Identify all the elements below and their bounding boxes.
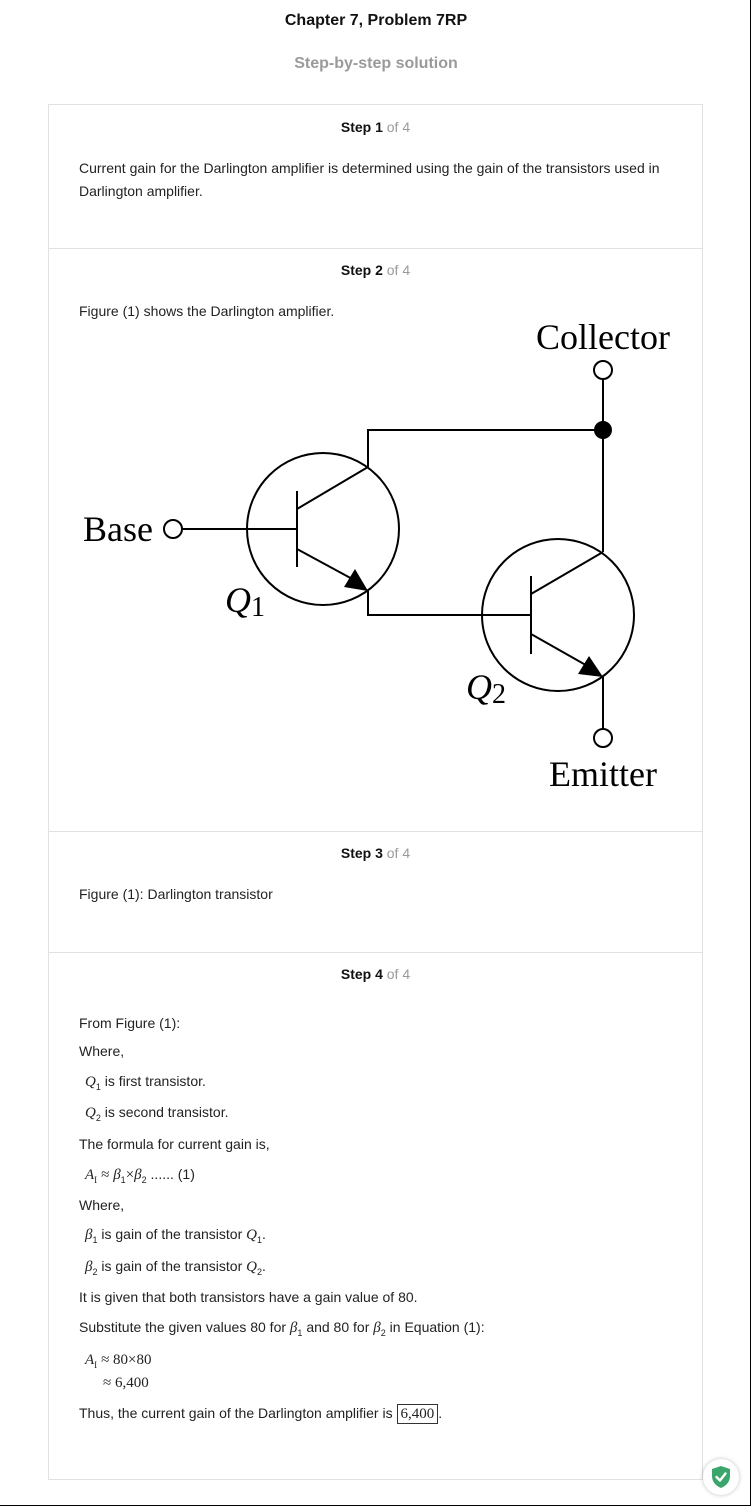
q1-emitter-arrow (344, 569, 368, 591)
step-1-text: Current gain for the Darlington amplifie… (79, 160, 660, 199)
step-3-label: Step 3 (340, 845, 383, 861)
step-3: Step 3 of 4 Figure (1): Darlington trans… (49, 831, 702, 953)
step-1-header: Step 1 of 4 (49, 119, 702, 135)
q1-definition: Q1 is first transistor. (85, 1073, 206, 1092)
shield-check-icon (712, 1466, 730, 1488)
step-4: Step 4 of 4 From Figure (1): Where, Q1 i… (49, 952, 702, 1479)
beta1-definition: β1 is gain of the transistor Q1. (85, 1226, 266, 1245)
step-3-of: of 4 (386, 845, 411, 861)
emitter-label: Emitter (549, 754, 657, 794)
step-1: Step 1 of 4 Current gain for the Darling… (49, 105, 702, 249)
beta2-definition: β2 is gain of the transistor Q2. (85, 1258, 266, 1277)
emitter-terminal (593, 728, 613, 748)
step-2-label: Step 2 (340, 262, 383, 278)
base-terminal (163, 519, 183, 539)
step-4-label: Step 4 (340, 966, 383, 982)
q2-letter: Q (466, 667, 492, 707)
from-figure-text: From Figure (1): (79, 1015, 181, 1031)
q1-label: Q1 (225, 580, 265, 623)
step-4-of: of 4 (386, 966, 411, 982)
conclusion-text: Thus, the current gain of the Darlington… (79, 1404, 443, 1424)
q2-label: Q2 (466, 667, 506, 710)
substitute-text: Substitute the given values 80 for β1 an… (79, 1319, 485, 1338)
step-2: Step 2 of 4 Figure (1) shows the Darling… (49, 248, 702, 832)
step-3-header: Step 3 of 4 (49, 845, 702, 861)
collector-label: Collector (536, 317, 670, 357)
where-text-2: Where, (79, 1197, 125, 1213)
q1-subscript: 1 (251, 592, 265, 623)
step-3-text: Figure (1): Darlington transistor (79, 886, 273, 902)
answer-box: 6,400 (396, 1404, 439, 1424)
calc-line-1: AI ≈ 80×80 (85, 1352, 152, 1370)
formula-intro: The formula for current gain is, (79, 1136, 270, 1152)
step-1-label: Step 1 (340, 119, 383, 135)
current-gain-equation: AI ≈ β1×β2 ...... (1) (85, 1166, 195, 1185)
darlington-circuit-figure: Collector Base Emitter Q1 Q2 (83, 317, 670, 794)
base-label: Base (83, 509, 153, 549)
step-2-of: of 4 (386, 262, 411, 278)
collector-terminal (593, 360, 613, 380)
step-2-text: Figure (1) shows the Darlington amplifie… (79, 303, 335, 319)
security-badge[interactable] (703, 1459, 739, 1495)
calc-line-2: ≈ 6,400 (103, 1375, 149, 1391)
page-title: Chapter 7, Problem 7RP (284, 12, 468, 29)
page-subtitle: Step-by-step solution (294, 55, 458, 72)
q2-emitter-arrow (578, 656, 603, 677)
step-4-header: Step 4 of 4 (49, 966, 702, 982)
q2-subscript: 2 (492, 679, 506, 710)
collector-junction (594, 421, 612, 439)
q2-definition: Q2 is second transistor. (85, 1104, 229, 1123)
step-2-header: Step 2 of 4 (49, 262, 702, 278)
where-text-1: Where, (79, 1043, 125, 1059)
given-text: It is given that both transistors have a… (79, 1289, 418, 1305)
step-1-of: of 4 (386, 119, 411, 135)
solution-steps: Step 1 of 4 Current gain for the Darling… (48, 104, 703, 1480)
q1-letter: Q (225, 580, 251, 620)
